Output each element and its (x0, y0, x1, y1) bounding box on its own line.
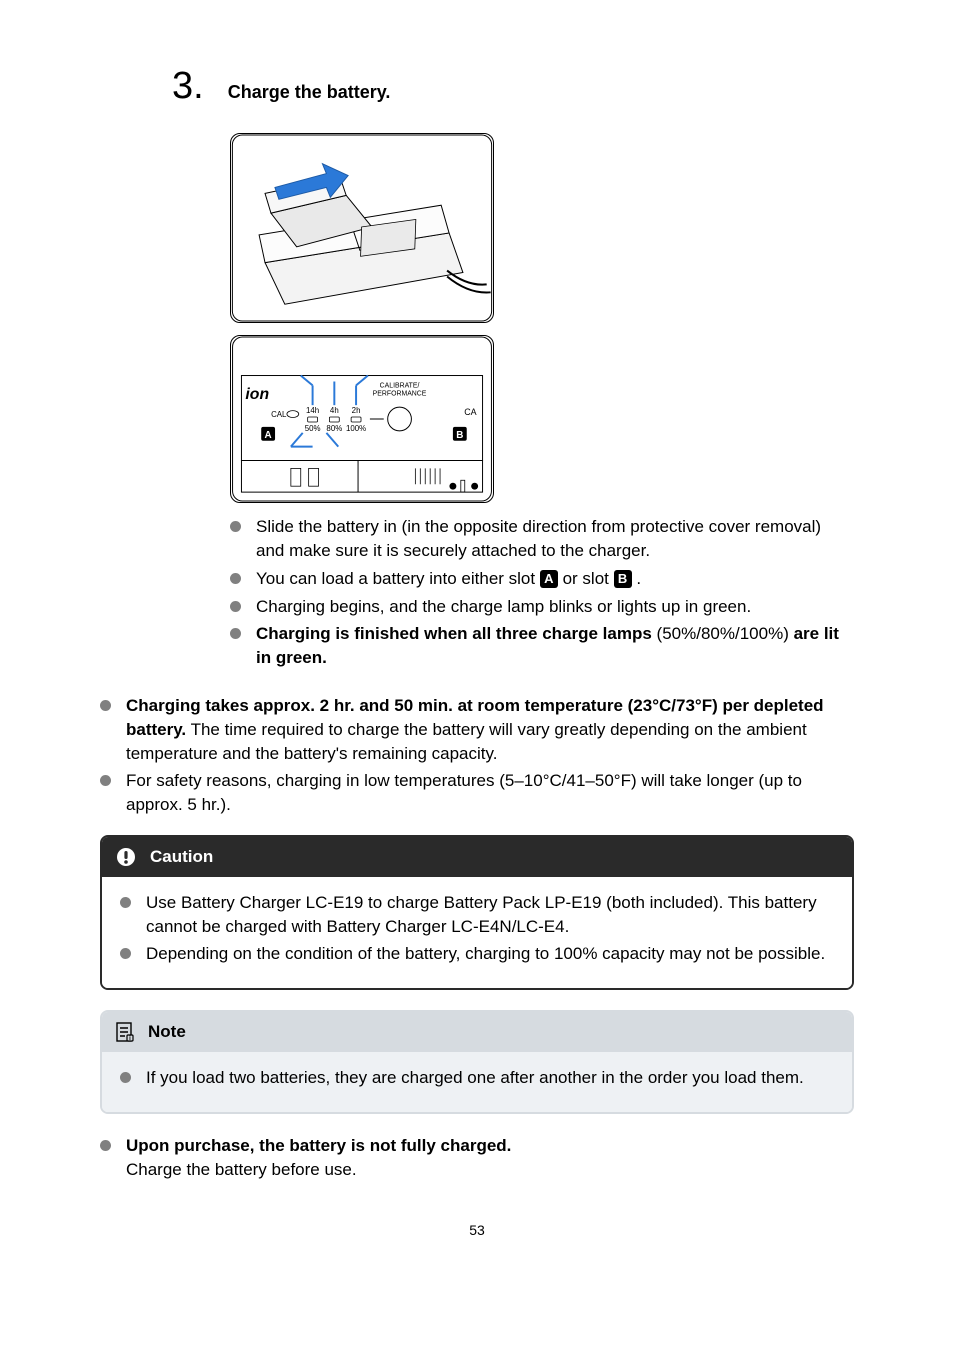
bullet-text: You can load a battery into either slot (256, 569, 540, 588)
caution-title: Caution (150, 845, 213, 869)
step-bullet: Charging begins, and the charge lamp bli… (230, 595, 854, 619)
step-bullet: Slide the battery in (in the opposite di… (230, 515, 854, 563)
bullet-text: The time required to charge the battery … (126, 720, 807, 763)
label-2h: 2h (352, 406, 361, 415)
page-number: 53 (100, 1221, 854, 1241)
bullet-text: Charging begins, and the charge lamp bli… (256, 597, 751, 616)
note-icon: i (116, 1022, 134, 1042)
footer-bullet-list: Upon purchase, the battery is not fully … (100, 1134, 854, 1182)
bullet-text-bold: Upon purchase, the battery is not fully … (126, 1136, 511, 1155)
label-ion: ion (245, 386, 269, 403)
bullet-text: . (636, 569, 641, 588)
label-14h: 14h (306, 406, 319, 415)
label-4h: 4h (330, 406, 339, 415)
bullet-text: If you load two batteries, they are char… (146, 1068, 804, 1087)
slot-b-inline-badge: B (614, 570, 632, 588)
footer-bullet: Upon purchase, the battery is not fully … (100, 1134, 854, 1182)
caution-header: Caution (102, 837, 852, 877)
label-ca: CA (464, 407, 476, 417)
bullet-text: Slide the battery in (in the opposite di… (256, 517, 821, 560)
caution-icon (116, 847, 136, 867)
figure-indicator-panel: ion CALIBRATE/PERFORMANCE CA CAL 14h 50%… (230, 335, 854, 503)
caution-bullet: Use Battery Charger LC-E19 to charge Bat… (120, 891, 834, 939)
bullet-text: (50%/80%/100%) (652, 624, 794, 643)
bullet-text: Depending on the condition of the batter… (146, 944, 825, 963)
summary-bullet-list: Charging takes approx. 2 hr. and 50 min.… (100, 694, 854, 817)
summary-bullet: Charging takes approx. 2 hr. and 50 min.… (100, 694, 854, 765)
summary-bullet: For safety reasons, charging in low temp… (100, 769, 854, 817)
bullet-text: For safety reasons, charging in low temp… (126, 771, 802, 814)
note-title: Note (148, 1020, 186, 1044)
caution-body: Use Battery Charger LC-E19 to charge Bat… (102, 877, 852, 988)
label-100pct: 100% (346, 424, 366, 433)
step-title: Charge the battery. (228, 80, 391, 105)
step-bullet: You can load a battery into either slot … (230, 567, 854, 591)
label-cal: CAL (271, 410, 287, 419)
label-calperf: CALIBRATE/PERFORMANCE (373, 383, 427, 398)
bullet-text-bold: Charging is finished when all three char… (256, 624, 652, 643)
figure-panel-svg: ion CALIBRATE/PERFORMANCE CA CAL 14h 50%… (230, 335, 494, 503)
figure-charger-svg (230, 133, 494, 323)
caution-callout: Caution Use Battery Charger LC-E19 to ch… (100, 835, 854, 990)
label-80pct: 80% (326, 424, 342, 433)
figure-charger-insert (230, 133, 854, 323)
step-bullet: Charging is finished when all three char… (230, 622, 854, 670)
slot-b-badge: B (456, 430, 463, 441)
bullet-text: Use Battery Charger LC-E19 to charge Bat… (146, 893, 817, 936)
label-50pct: 50% (305, 424, 321, 433)
bullet-text: or slot (563, 569, 614, 588)
note-callout: i Note If you load two batteries, they a… (100, 1010, 854, 1114)
bullet-text: Charge the battery before use. (126, 1160, 357, 1179)
note-body: If you load two batteries, they are char… (102, 1052, 852, 1112)
slot-a-badge: A (265, 430, 272, 441)
step-header: 3. Charge the battery. (100, 60, 854, 113)
note-header: i Note (102, 1012, 852, 1052)
note-bullet: If you load two batteries, they are char… (120, 1066, 834, 1090)
slot-a-inline-badge: A (540, 570, 558, 588)
step-number: 3. (172, 60, 204, 113)
step-bullet-list: Slide the battery in (in the opposite di… (230, 515, 854, 670)
caution-bullet: Depending on the condition of the batter… (120, 942, 834, 966)
